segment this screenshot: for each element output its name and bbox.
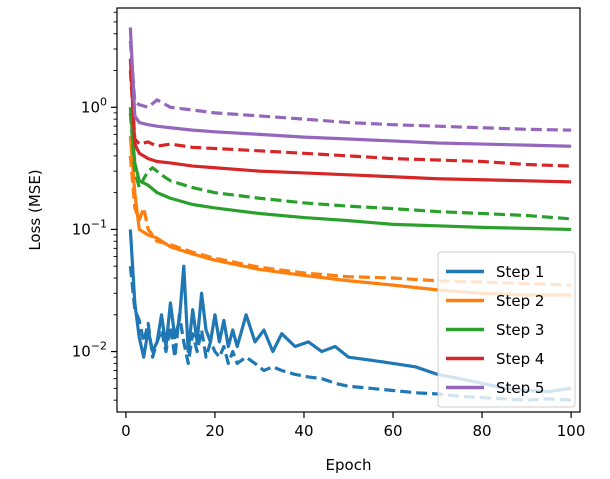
- x-tick-label: 100: [557, 422, 586, 440]
- legend: Step 1 Step 2 Step 3 Step 4 Step 5: [437, 251, 576, 408]
- series-line-4: [128, 155, 572, 287]
- x-tick-label: 80: [473, 422, 492, 440]
- y-tick-label: 10−2: [72, 340, 107, 361]
- x-axis-label: Epoch: [326, 456, 372, 474]
- x-tick-label: 40: [294, 422, 313, 440]
- legend-label: Step 2: [496, 292, 544, 310]
- series-line-7: [128, 58, 572, 184]
- legend-box: [437, 251, 576, 408]
- x-tick-label: 0: [121, 422, 131, 440]
- series-line-10: [128, 40, 572, 132]
- series-line-9: [128, 27, 572, 148]
- series-line-1: [128, 229, 572, 394]
- series-line-5: [128, 107, 572, 232]
- plot-frame: [116, 7, 581, 413]
- legend-label: Step 1: [496, 263, 544, 281]
- legend-label: Step 4: [496, 350, 544, 368]
- y-tick-label: 10−1: [72, 217, 107, 238]
- series-line-2: [128, 266, 572, 402]
- y-axis-label: Loss (MSE): [26, 169, 44, 250]
- y-axis: 10−2 10−1 100: [72, 11, 117, 401]
- y-tick-label: 100: [81, 95, 107, 116]
- x-tick-label: 60: [383, 422, 402, 440]
- legend-label: Step 3: [496, 321, 544, 339]
- x-tick-label: 20: [205, 422, 224, 440]
- series-layer: [128, 27, 572, 402]
- x-axis: 0 20 40 60 80 100: [121, 412, 585, 440]
- series-line-6: [128, 112, 572, 221]
- legend-label: Step 5: [496, 379, 544, 397]
